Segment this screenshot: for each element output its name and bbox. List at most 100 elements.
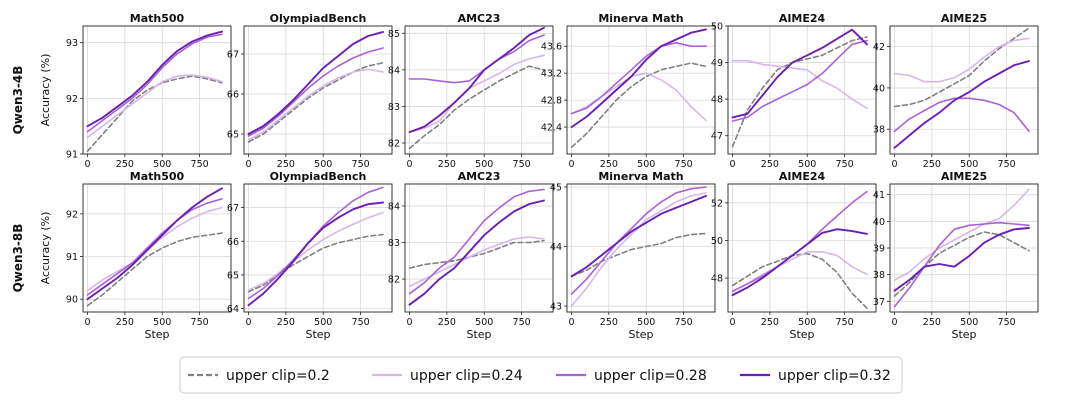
- x-axis-label: Step: [789, 328, 814, 341]
- chart-panel-r0c4: 0 250 500 750 47 48 49 50 AIME24: [711, 12, 877, 170]
- series-line-upper-clip-0-32: [731, 28, 868, 119]
- y-tick-label: 49: [711, 58, 723, 69]
- x-tick-label: 500: [637, 159, 655, 170]
- series-line-upper-clip-0-24: [731, 59, 868, 110]
- y-tick-label: 67: [227, 203, 239, 214]
- x-tick-label: 500: [314, 317, 332, 328]
- series-line-upper-clip-0-2: [247, 233, 384, 293]
- y-tick-label: 40: [873, 83, 885, 94]
- plot-frame: [243, 183, 393, 313]
- plot-frame: [727, 25, 877, 155]
- x-axis-label: Step: [144, 328, 169, 341]
- x-tick-label: 750: [675, 159, 693, 170]
- y-tick-label: 85: [388, 29, 400, 40]
- plot-frame: [566, 25, 716, 155]
- x-tick-label: 500: [314, 159, 332, 170]
- y-tick-label: 39: [873, 244, 885, 255]
- legend: upper clip=0.2 upper clip=0.24 upper clip=…: [179, 356, 903, 394]
- chart-panel-r1c1: 0 250 500 750 64 65 66 67 OlympiadBench Step: [227, 170, 393, 341]
- series-line-upper-clip-0-32: [408, 199, 545, 306]
- y-tick-label: 92: [66, 94, 78, 105]
- plot-frame: [889, 25, 1039, 155]
- panel-title: Math500: [130, 12, 185, 25]
- series-line-upper-clip-0-24: [893, 188, 1030, 281]
- x-tick-label: 750: [191, 159, 209, 170]
- x-tick-label: 250: [600, 159, 618, 170]
- x-tick-label: 750: [998, 159, 1016, 170]
- y-tick-label: 65: [227, 270, 239, 281]
- x-tick-label: 0: [568, 317, 574, 328]
- x-tick-label: 750: [191, 317, 209, 328]
- plot-frame: [566, 183, 716, 313]
- x-tick-label: 0: [406, 317, 412, 328]
- panel-title: AIME25: [941, 12, 987, 25]
- x-tick-label: 0: [729, 317, 735, 328]
- x-tick-label: 500: [475, 159, 493, 170]
- x-tick-label: 0: [406, 159, 412, 170]
- x-tick-label: 0: [84, 159, 90, 170]
- y-tick-label: 84: [388, 201, 400, 212]
- x-tick-label: 500: [798, 317, 816, 328]
- x-tick-label: 250: [116, 159, 134, 170]
- x-tick-label: 250: [438, 159, 456, 170]
- series-line-upper-clip-0-24: [247, 68, 384, 141]
- y-tick-label: 50: [711, 22, 723, 33]
- y-tick-label: 43.6: [541, 42, 562, 53]
- x-tick-label: 500: [960, 159, 978, 170]
- plot-frame: [404, 183, 554, 313]
- y-tick-label: 44: [550, 242, 562, 253]
- series-line-upper-clip-0-28: [570, 186, 707, 295]
- chart-panel-r0c0: 0 250 500 750 91 92 93 Math500 Accuracy (%): [39, 12, 232, 170]
- panel-title: Minerva Math: [598, 170, 683, 183]
- y-tick-label: 37: [873, 297, 885, 308]
- x-tick-label: 750: [675, 317, 693, 328]
- y-tick-label: 38: [873, 270, 885, 281]
- series-line-upper-clip-0-28: [570, 41, 707, 115]
- series-line-upper-clip-0-32: [86, 30, 223, 128]
- series-line-upper-clip-0-28: [247, 186, 384, 300]
- plot-frame: [82, 25, 232, 155]
- y-tick-label: 41: [873, 190, 885, 201]
- panel-title: AMC23: [458, 170, 501, 183]
- y-tick-label: 91: [66, 150, 78, 161]
- series-line-upper-clip-0-24: [893, 37, 1030, 83]
- y-tick-label: 67: [227, 50, 239, 61]
- panel-title: Math500: [130, 170, 185, 183]
- x-tick-label: 750: [513, 317, 531, 328]
- legend-label: upper clip=0.28: [594, 368, 707, 384]
- legend-item-upper-clip-0-32: upper clip=0.32: [740, 368, 891, 384]
- y-tick-label: 83: [388, 102, 400, 113]
- y-tick-label: 40: [873, 217, 885, 228]
- series-line-upper-clip-0-2: [86, 75, 223, 152]
- chart-panel-r0c1: 0 250 500 750 65 66 67 OlympiadBench: [227, 12, 393, 170]
- series-line-upper-clip-0-28: [893, 97, 1030, 133]
- y-tick-label: 66: [227, 90, 239, 101]
- series-line-upper-clip-0-28: [247, 47, 384, 137]
- x-tick-label: 0: [891, 317, 897, 328]
- x-tick-label: 0: [84, 317, 90, 328]
- chart-panel-r1c2: 0 250 500 750 82 83 84 AMC23 Step: [388, 170, 554, 341]
- series-line-upper-clip-0-2: [408, 65, 545, 150]
- series-line-upper-clip-0-32: [247, 31, 384, 135]
- series-line-upper-clip-0-28: [893, 221, 1030, 308]
- series-line-upper-clip-0-24: [86, 206, 223, 292]
- x-tick-label: 500: [475, 317, 493, 328]
- x-tick-label: 250: [116, 317, 134, 328]
- y-tick-label: 48: [711, 95, 723, 106]
- series-line-upper-clip-0-2: [731, 252, 868, 310]
- series-line-upper-clip-0-24: [247, 211, 384, 291]
- x-tick-label: 250: [923, 317, 941, 328]
- chart-panel-r1c5: 0 250 500 750 37 38 39 40 41 AIME25 Step: [873, 170, 1039, 341]
- y-tick-label: 45: [550, 182, 562, 193]
- x-tick-label: 0: [245, 159, 251, 170]
- legend-box: [179, 356, 903, 394]
- x-tick-label: 0: [891, 159, 897, 170]
- x-tick-label: 750: [836, 159, 854, 170]
- row-labels: Qwen3-4B Qwen3-8B: [11, 66, 25, 293]
- x-tick-label: 500: [637, 317, 655, 328]
- x-tick-label: 250: [923, 159, 941, 170]
- y-tick-label: 64: [227, 304, 239, 315]
- y-tick-label: 47: [711, 131, 723, 142]
- series-line-upper-clip-0-32: [408, 26, 545, 134]
